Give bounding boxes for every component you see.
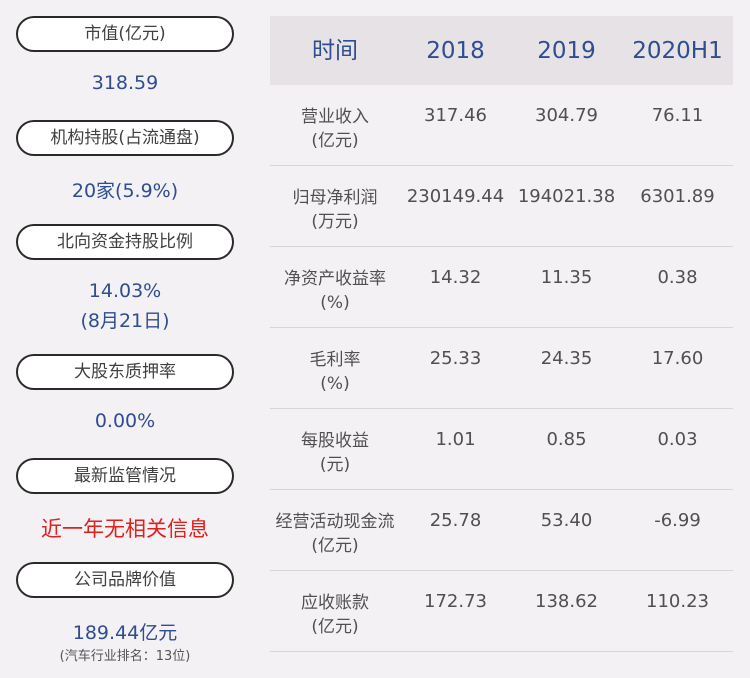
metric-unit: (亿元) bbox=[311, 131, 359, 151]
institutional-holding-label: 机构持股(占流通盘) bbox=[16, 120, 234, 156]
row-label: 净资产收益率 (%) bbox=[270, 267, 400, 315]
brand-value-label: 公司品牌价值 bbox=[16, 562, 234, 598]
header-2019: 2019 bbox=[537, 37, 596, 64]
cell-2018: 172.73 bbox=[424, 591, 487, 612]
metric-name: 归母净利润 bbox=[292, 188, 378, 208]
cell-2018: 14.32 bbox=[429, 267, 482, 288]
cell-2019: 194021.38 bbox=[517, 186, 616, 207]
table-row: 每股收益 (元) 1.01 0.85 0.03 bbox=[270, 409, 733, 490]
table-row: 经营活动现金流 (亿元) 25.78 53.40 -6.99 bbox=[270, 490, 733, 571]
left-panel: 市值(亿元) 318.59 机构持股(占流通盘) 20家(5.9%) 北向资金持… bbox=[0, 0, 250, 678]
cell-2020h1: -6.99 bbox=[654, 510, 701, 531]
cell-2019: 11.35 bbox=[540, 267, 593, 288]
metric-unit: (亿元) bbox=[311, 617, 359, 637]
header-period: 时间 bbox=[312, 37, 358, 64]
cell-2019: 53.40 bbox=[540, 510, 593, 531]
metric-unit: (万元) bbox=[311, 212, 359, 232]
pledge-ratio-value: 0.00% bbox=[94, 410, 156, 432]
cell-2018: 1.01 bbox=[435, 429, 476, 450]
table-row: 营业收入 (亿元) 317.46 304.79 76.11 bbox=[270, 85, 733, 166]
regulatory-status-label: 最新监管情况 bbox=[16, 458, 234, 494]
cell-2018: 317.46 bbox=[424, 105, 487, 126]
cell-2020h1: 110.23 bbox=[646, 591, 709, 612]
financial-table: 时间 2018 2019 2020H1 营业收入 (亿元) 317.46 304… bbox=[270, 16, 733, 652]
institutional-holding-value: 20家(5.9%) bbox=[71, 180, 179, 202]
table-row: 净资产收益率 (%) 14.32 11.35 0.38 bbox=[270, 247, 733, 328]
market-cap-label: 市值(亿元) bbox=[16, 16, 234, 52]
metric-name: 经营活动现金流 bbox=[275, 512, 395, 532]
table-row: 应收账款 (亿元) 172.73 138.62 110.23 bbox=[270, 571, 733, 652]
row-label: 毛利率 (%) bbox=[270, 348, 400, 396]
market-cap-value: 318.59 bbox=[91, 72, 159, 94]
cell-2018: 25.33 bbox=[429, 348, 482, 369]
row-label: 每股收益 (元) bbox=[270, 429, 400, 477]
metric-unit: (%) bbox=[320, 374, 350, 394]
cell-2020h1: 0.03 bbox=[657, 429, 698, 450]
metric-name: 应收账款 bbox=[301, 593, 369, 613]
regulatory-status-value: 近一年无相关信息 bbox=[41, 517, 209, 541]
cell-2019: 24.35 bbox=[540, 348, 593, 369]
table-row: 归母净利润 (万元) 230149.44 194021.38 6301.89 bbox=[270, 166, 733, 247]
cell-2020h1: 0.38 bbox=[657, 267, 698, 288]
northbound-ratio-value: 14.03% bbox=[88, 280, 162, 302]
cell-2019: 304.79 bbox=[535, 105, 598, 126]
cell-2018: 230149.44 bbox=[406, 186, 505, 207]
metric-name: 毛利率 bbox=[309, 350, 361, 370]
metric-unit: (元) bbox=[319, 455, 351, 475]
table-header: 时间 2018 2019 2020H1 bbox=[270, 16, 733, 85]
metric-name: 净资产收益率 bbox=[284, 269, 386, 289]
brand-rank-note: (汽车行业排名：13位) bbox=[59, 649, 191, 664]
northbound-ratio-label: 北向资金持股比例 bbox=[16, 224, 234, 260]
table-row: 毛利率 (%) 25.33 24.35 17.60 bbox=[270, 328, 733, 409]
metric-name: 每股收益 bbox=[301, 431, 369, 451]
cell-2019: 0.85 bbox=[546, 429, 587, 450]
cell-2019: 138.62 bbox=[535, 591, 598, 612]
brand-value-value: 189.44亿元 bbox=[72, 622, 178, 644]
northbound-ratio-date: (8月21日) bbox=[80, 310, 170, 332]
cell-2020h1: 17.60 bbox=[651, 348, 704, 369]
metric-unit: (亿元) bbox=[311, 536, 359, 556]
row-label: 应收账款 (亿元) bbox=[270, 591, 400, 639]
cell-2020h1: 76.11 bbox=[651, 105, 704, 126]
metric-name: 营业收入 bbox=[301, 107, 369, 127]
cell-2020h1: 6301.89 bbox=[640, 186, 715, 207]
row-label: 经营活动现金流 (亿元) bbox=[270, 510, 400, 558]
row-label: 归母净利润 (万元) bbox=[270, 186, 400, 234]
pledge-ratio-label: 大股东质押率 bbox=[16, 354, 234, 390]
row-label: 营业收入 (亿元) bbox=[270, 105, 400, 153]
cell-2018: 25.78 bbox=[429, 510, 482, 531]
header-2020h1: 2020H1 bbox=[632, 37, 723, 64]
metric-unit: (%) bbox=[320, 293, 350, 313]
header-2018: 2018 bbox=[426, 37, 485, 64]
